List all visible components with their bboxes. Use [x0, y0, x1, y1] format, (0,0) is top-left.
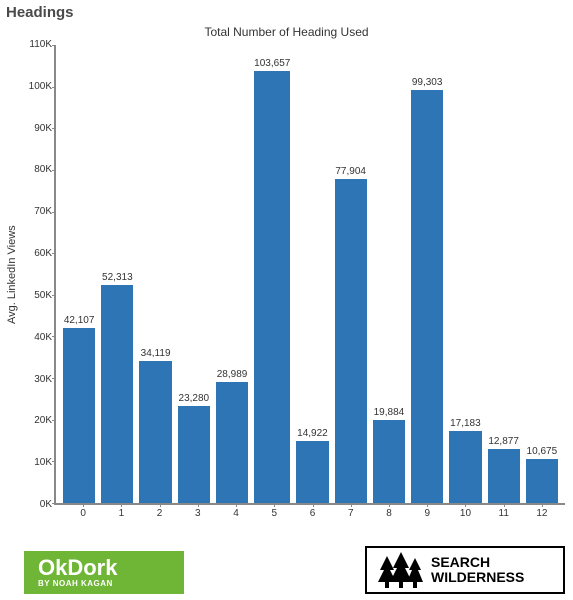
bar-slot: 10,675 — [523, 45, 561, 503]
bar-value-label: 19,884 — [374, 407, 405, 418]
search-wilderness-line2: WILDERNESS — [431, 570, 524, 585]
search-wilderness-logo: SEARCH WILDERNESS — [365, 546, 565, 594]
bar-value-label: 77,904 — [335, 166, 366, 177]
bar — [101, 285, 133, 503]
x-tick: 0 — [64, 505, 102, 519]
okdork-subtitle: BY NOAH KAGAN — [38, 579, 170, 588]
bar-value-label: 14,922 — [297, 428, 328, 439]
bar-slot: 52,313 — [98, 45, 136, 503]
x-tick: 8 — [370, 505, 408, 519]
bar-value-label: 99,303 — [412, 77, 443, 88]
bar-slot: 77,904 — [332, 45, 370, 503]
search-wilderness-line1: SEARCH — [431, 555, 524, 570]
bar — [139, 361, 171, 503]
x-tick: 2 — [140, 505, 178, 519]
bar-slot: 17,183 — [446, 45, 484, 503]
x-tick: 12 — [523, 505, 561, 519]
bar-value-label: 34,119 — [141, 348, 171, 359]
bar-slot: 14,922 — [293, 45, 331, 503]
trees-icon — [377, 552, 423, 588]
bar — [254, 71, 290, 503]
bar — [526, 459, 558, 503]
bar — [449, 431, 481, 503]
bar-slot: 28,989 — [213, 45, 251, 503]
bar-slot: 34,119 — [136, 45, 174, 503]
x-tick: 1 — [102, 505, 140, 519]
bar-value-label: 10,675 — [527, 446, 558, 457]
y-axis-ticks: 110K100K90K80K70K60K50K40K30K20K10K0K — [20, 45, 54, 505]
bar-value-label: 28,989 — [217, 369, 248, 380]
page-title: Headings — [0, 0, 573, 23]
x-tick: 10 — [446, 505, 484, 519]
bar-chart: Avg. LinkedIn Views 110K100K90K80K70K60K… — [0, 45, 573, 505]
x-tick: 3 — [179, 505, 217, 519]
bar-slot: 42,107 — [60, 45, 98, 503]
x-axis-ticks: 0123456789101112 — [60, 505, 565, 519]
bar-value-label: 23,280 — [179, 393, 210, 404]
bar-slot: 103,657 — [251, 45, 293, 503]
y-axis-label: Avg. LinkedIn Views — [4, 45, 20, 505]
bar — [63, 328, 95, 503]
okdork-title: OkDork — [38, 557, 170, 579]
bar — [411, 90, 443, 503]
x-tick: 11 — [485, 505, 523, 519]
x-tick: 4 — [217, 505, 255, 519]
bar-value-label: 52,313 — [102, 272, 133, 283]
bar-value-label: 103,657 — [254, 58, 290, 69]
bar — [373, 420, 405, 503]
logo-row: OkDork BY NOAH KAGAN SEARCH WILDERNESS — [0, 538, 573, 600]
x-tick: 6 — [293, 505, 331, 519]
bar-value-label: 12,877 — [488, 436, 519, 447]
bar-slot: 19,884 — [370, 45, 408, 503]
plot-area: 42,107 52,313 34,119 23,280 28,989 103,657 14,… — [54, 45, 565, 505]
bar-slot: 99,303 — [408, 45, 446, 503]
x-tick: 9 — [408, 505, 446, 519]
bar — [216, 382, 248, 503]
bar-slot: 12,877 — [485, 45, 523, 503]
okdork-logo: OkDork BY NOAH KAGAN — [24, 551, 184, 594]
bar — [335, 179, 367, 503]
bar-slot: 23,280 — [175, 45, 213, 503]
bar — [296, 441, 328, 503]
x-tick: 7 — [332, 505, 370, 519]
bar — [488, 449, 520, 503]
chart-title: Total Number of Heading Used — [0, 23, 573, 45]
bar-value-label: 42,107 — [64, 315, 95, 326]
bar-value-label: 17,183 — [450, 418, 481, 429]
x-tick: 5 — [255, 505, 293, 519]
bar — [178, 406, 210, 503]
